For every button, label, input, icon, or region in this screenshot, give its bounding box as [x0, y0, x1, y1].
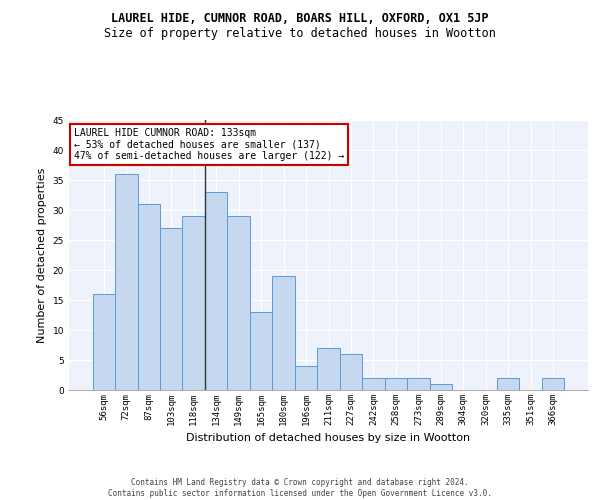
Bar: [272, 276, 295, 390]
Bar: [227, 216, 250, 390]
Y-axis label: Number of detached properties: Number of detached properties: [37, 168, 47, 342]
Bar: [385, 378, 407, 390]
Bar: [92, 294, 115, 390]
Text: LAUREL HIDE CUMNOR ROAD: 133sqm
← 53% of detached houses are smaller (137)
47% o: LAUREL HIDE CUMNOR ROAD: 133sqm ← 53% of…: [74, 128, 344, 162]
Bar: [250, 312, 272, 390]
Bar: [295, 366, 317, 390]
Bar: [407, 378, 430, 390]
Bar: [340, 354, 362, 390]
X-axis label: Distribution of detached houses by size in Wootton: Distribution of detached houses by size …: [187, 434, 470, 444]
Bar: [317, 348, 340, 390]
Bar: [115, 174, 137, 390]
Bar: [137, 204, 160, 390]
Bar: [362, 378, 385, 390]
Bar: [205, 192, 227, 390]
Bar: [430, 384, 452, 390]
Text: Size of property relative to detached houses in Wootton: Size of property relative to detached ho…: [104, 28, 496, 40]
Text: Contains HM Land Registry data © Crown copyright and database right 2024.
Contai: Contains HM Land Registry data © Crown c…: [108, 478, 492, 498]
Bar: [497, 378, 520, 390]
Bar: [182, 216, 205, 390]
Bar: [160, 228, 182, 390]
Text: LAUREL HIDE, CUMNOR ROAD, BOARS HILL, OXFORD, OX1 5JP: LAUREL HIDE, CUMNOR ROAD, BOARS HILL, OX…: [111, 12, 489, 26]
Bar: [542, 378, 565, 390]
